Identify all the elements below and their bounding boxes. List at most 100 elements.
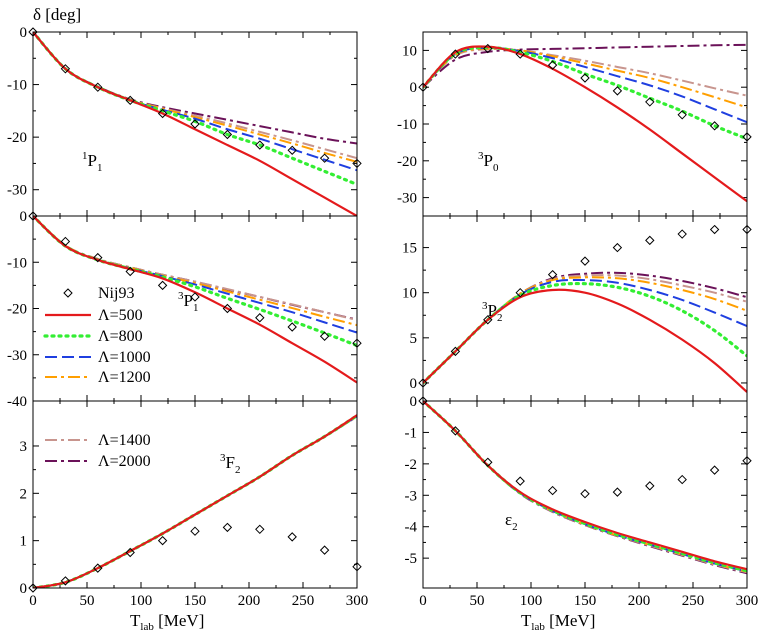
series-line-L1400 xyxy=(33,32,357,160)
panel-labels: 1P1 3P0 3P1 3P2 3F2 ε2 xyxy=(82,150,518,533)
series-line-L2000 xyxy=(33,415,357,588)
data-point-nij93 xyxy=(709,465,720,475)
data-point-nij93 xyxy=(677,229,687,239)
data-point-nij93 xyxy=(483,43,493,54)
y-tick-label: -20 xyxy=(7,130,27,146)
data-point-nij93 xyxy=(125,266,135,277)
y-tick-label: 0 xyxy=(20,581,28,597)
panel-label-3F2: 3F2 xyxy=(220,452,240,476)
legend-item-L1400: Λ=1400 xyxy=(45,432,151,449)
series-line-L800 xyxy=(423,401,747,573)
x-tick-label: 200 xyxy=(238,593,261,609)
legend-item-nij93: Nij93 xyxy=(63,285,134,302)
y-tick-label: -30 xyxy=(7,183,27,199)
data-point-nij93 xyxy=(190,119,200,129)
data-point-nij93 xyxy=(483,457,493,467)
panels: 0-10-20-30100-10-20-300-10-20-30-4015105… xyxy=(7,25,758,609)
data-point-nij93 xyxy=(60,576,71,586)
data-point-nij93 xyxy=(287,145,297,155)
y-tick-label: 3 xyxy=(20,439,28,455)
data-point-nij93 xyxy=(93,563,103,573)
x-tick-label: 0 xyxy=(29,593,37,609)
data-point-nij93 xyxy=(612,242,623,253)
data-point-nij93 xyxy=(125,547,135,558)
x-tick-label: 100 xyxy=(520,593,543,609)
data-point-nij93 xyxy=(450,346,461,357)
legend-item-L2000: Λ=2000 xyxy=(45,453,151,470)
y-tick-label: -5 xyxy=(405,551,418,567)
series-line-L1400 xyxy=(423,47,747,97)
data-point-nij93 xyxy=(677,474,687,485)
data-point-nij93 xyxy=(222,303,233,314)
data-point-nij93 xyxy=(287,532,297,542)
series-group xyxy=(423,271,747,393)
data-point-nij93 xyxy=(125,95,135,106)
series-line-L1200 xyxy=(423,47,747,109)
data-point-nij93 xyxy=(157,535,168,546)
data-point-nij93 xyxy=(157,280,168,291)
panel-frame xyxy=(32,400,358,589)
data-point-nij93 xyxy=(515,49,525,59)
legend-label: Λ=1000 xyxy=(98,349,151,366)
data-point-nij93 xyxy=(93,82,103,92)
series-line-L1000 xyxy=(33,415,357,588)
series-line-L500 xyxy=(423,401,747,571)
panel-3P0: 10 0 -10 -20 -30 xyxy=(397,31,752,217)
series-line-L1400 xyxy=(33,415,357,588)
legend: Nij93 Λ=500 Λ=800 Λ=1000 Λ=1200 Λ=1400 Λ=2000 xyxy=(43,285,151,470)
x-tick-label: 300 xyxy=(346,593,369,609)
panel-label-3P2: 3P2 xyxy=(482,300,502,324)
data-point-nij93 xyxy=(709,224,720,235)
data-point-nij93 xyxy=(157,108,168,119)
y-tick-label: 0 xyxy=(410,394,418,410)
y-tick-label: -20 xyxy=(7,302,27,318)
series-line-L2000 xyxy=(423,401,747,575)
y-tick-label: -2 xyxy=(405,457,418,473)
data-point-nij93 xyxy=(483,315,493,325)
data-point-nij93 xyxy=(93,252,103,263)
legend-label: Λ=1200 xyxy=(98,369,151,386)
data-point-nij93 xyxy=(190,292,200,302)
series-line-L800 xyxy=(423,281,747,385)
legend-label: Λ=1400 xyxy=(98,432,151,449)
data-point-nij93 xyxy=(580,73,590,83)
x-tick-label: 250 xyxy=(292,593,315,609)
data-point-nij93 xyxy=(60,236,71,247)
series-group xyxy=(33,414,357,588)
y-tick-label: -20 xyxy=(397,154,417,170)
y-tick-label: -1 xyxy=(405,425,418,441)
series-line-L500 xyxy=(33,32,357,216)
data-point-nij93 xyxy=(450,49,461,59)
legend-item-L500: Λ=500 xyxy=(45,307,143,324)
series-group xyxy=(423,401,747,575)
panel-1P1: 0 -10 -20 -30 xyxy=(7,25,362,217)
y-tick-label: 2 xyxy=(20,486,28,502)
panel-3F2: 0 1 2 3 0 50 100 150 200 250 300 xyxy=(20,400,369,609)
y-tick-label: 0 xyxy=(410,376,418,392)
y-axis-label: δ [deg] xyxy=(33,5,81,24)
y-tick-label: 10 xyxy=(402,286,417,302)
panel-label-3P0: 3P0 xyxy=(478,150,499,174)
panel-3P1: 0 -10 -20 -30 -40 xyxy=(7,209,362,410)
series-line-L1000 xyxy=(423,401,747,573)
legend-item-L1000: Λ=1000 xyxy=(45,349,151,366)
panel-frame xyxy=(422,400,748,589)
series-line-L1200 xyxy=(33,415,357,588)
y-tick-label: 15 xyxy=(402,241,417,257)
x-tick-label: 0 xyxy=(419,593,427,609)
y-tick-label: -10 xyxy=(7,78,27,94)
data-point-nij93 xyxy=(580,256,590,266)
data-point-nij93 xyxy=(222,522,233,533)
series-line-L500 xyxy=(423,45,747,203)
legend-item-L1200: Λ=1200 xyxy=(45,369,151,386)
series-line-L1400 xyxy=(423,401,747,574)
legend-marker-diamond xyxy=(63,288,73,298)
data-point-nij93 xyxy=(612,86,623,96)
series-line-L2000 xyxy=(33,32,357,145)
data-point-nij93 xyxy=(319,153,330,163)
data-point-nij93 xyxy=(287,322,297,332)
y-tick-label: -3 xyxy=(405,488,418,504)
y-tick-label: -30 xyxy=(397,191,417,207)
x-axis-label-right: Tlab [MeV] xyxy=(521,611,595,633)
